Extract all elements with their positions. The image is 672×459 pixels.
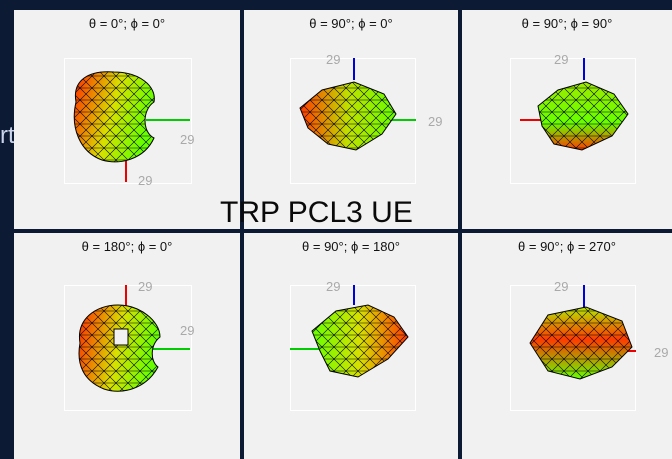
- pattern-mesh: [290, 285, 409, 378]
- radiation-panel-5: θ = 90°; ϕ = 180° 29: [244, 233, 458, 459]
- pattern-mesh: [73, 71, 190, 182]
- axis-label: 29: [180, 323, 195, 338]
- axis-label: 29: [138, 279, 153, 294]
- plot-box: [64, 285, 192, 411]
- radiation-panel-2: θ = 90°; ϕ = 0° 29 29: [244, 10, 458, 229]
- axis-label: 29: [138, 173, 153, 188]
- panel-title: θ = 90°; ϕ = 270°: [518, 239, 616, 254]
- radiation-panel-1: θ = 0°; ϕ = 0° 29 29: [14, 10, 240, 229]
- axis-label: 29: [428, 114, 443, 129]
- panel-title: θ = 90°; ϕ = 0°: [309, 16, 393, 31]
- axis-label: 29: [654, 345, 669, 360]
- plot-box: [64, 58, 192, 184]
- radiation-panel-6: θ = 90°; ϕ = 270° 29 29: [462, 233, 672, 459]
- radiation-panel-4: θ = 180°; ϕ = 0° 29 29: [14, 233, 240, 459]
- axis-label: 29: [326, 279, 341, 294]
- panel-title: θ = 90°; ϕ = 90°: [521, 16, 613, 31]
- axis-label: 29: [554, 279, 569, 294]
- radiation-panel-3: θ = 90°; ϕ = 90° 29: [462, 10, 672, 229]
- pattern-mesh: [78, 285, 190, 392]
- axis-label: 29: [180, 132, 195, 147]
- slide-title: TRP PCL3 UE: [220, 196, 413, 229]
- panel-title: θ = 0°; ϕ = 0°: [88, 16, 166, 31]
- panel-title: θ = 180°; ϕ = 0°: [81, 239, 173, 254]
- plot-box: [510, 285, 636, 411]
- axis-label: 29: [326, 52, 341, 67]
- pattern-mesh: [520, 58, 629, 151]
- pattern-mesh: [299, 58, 416, 151]
- pattern-mesh: [529, 285, 636, 380]
- plot-box: [510, 58, 636, 184]
- panel-title: θ = 90°; ϕ = 180°: [302, 239, 400, 254]
- axis-label: 29: [554, 52, 569, 67]
